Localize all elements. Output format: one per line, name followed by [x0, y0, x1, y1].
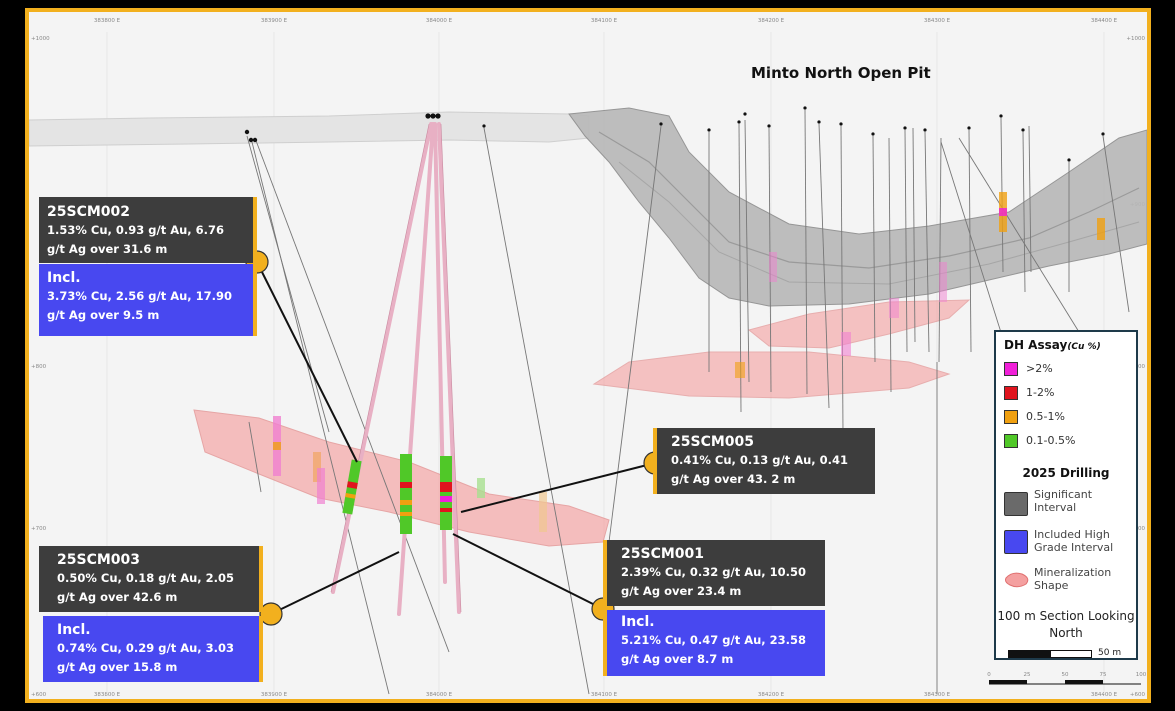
legend-label: 0.5-1%	[1026, 410, 1065, 423]
callout-hole-id: 25SCM001	[621, 546, 704, 562]
legend-mineralization-label: Mineralization Shape	[1034, 566, 1112, 592]
elevation-label: +1000	[1126, 36, 1145, 42]
drill-collars	[244, 106, 1105, 162]
easting-label: 384400 E	[1091, 18, 1118, 24]
easting-label: 383800 E	[94, 692, 121, 698]
easting-labels-bottom: 383800 E 383900 E 384000 E 384100 E 384200 E…	[94, 692, 1118, 698]
legend-scale-label: 50 m	[1098, 648, 1122, 658]
easting-label: 384400 E	[1091, 692, 1118, 698]
callout-incl-label: Incl.	[621, 614, 655, 630]
background-drill-holes	[246, 109, 1130, 695]
callout-25scm003-incl: Incl. 0.74% Cu, 0.29 g/t Au, 3.03 g/t Ag…	[43, 616, 263, 682]
easting-label: 383900 E	[261, 692, 288, 698]
legend-label: 0.1-0.5%	[1026, 434, 1076, 447]
legend-drilling-title: 2025 Drilling	[1022, 466, 1110, 480]
callout-incl-label: Incl.	[47, 270, 81, 286]
legend-label: 1-2%	[1026, 386, 1055, 399]
legend-high-grade-swatch	[1004, 530, 1028, 554]
elevation-labels-left: +1000 +800 +700 +600	[31, 36, 50, 698]
elevation-label: +700	[31, 526, 47, 532]
scale-tick-label: 75	[1100, 672, 1107, 678]
easting-label: 383900 E	[261, 18, 288, 24]
callout-25scm002: 25SCM002 1.53% Cu, 0.93 g/t Au, 6.76 g/t…	[39, 197, 257, 263]
legend: DH Assay(Cu %) >2% 1-2% 0.5-1% 0.1-0.5% …	[994, 330, 1138, 660]
bottom-scale-bar: 0 25 50 75 100	[987, 672, 1147, 685]
callout-25scm001: 25SCM001 2.39% Cu, 0.32 g/t Au, 10.50 g/…	[603, 540, 825, 606]
callout-25scm003: 25SCM003 0.50% Cu, 0.18 g/t Au, 2.05 g/t…	[39, 546, 263, 612]
legend-swatch	[1004, 434, 1018, 448]
open-pit-shell	[568, 107, 1147, 307]
callout-incl-label: Incl.	[57, 622, 91, 638]
legend-label: >2%	[1026, 362, 1053, 375]
elevation-label: +800	[31, 364, 47, 370]
callout-incl-result: 3.73% Cu, 2.56 g/t Au, 17.90 g/t Ag over…	[47, 289, 233, 322]
pit-bench-texture	[598, 131, 1140, 269]
easting-label: 384000 E	[426, 692, 453, 698]
callout-incl-result: 5.21% Cu, 0.47 g/t Au, 23.58 g/t Ag over…	[621, 633, 807, 666]
topographic-surface	[29, 111, 590, 147]
legend-swatch	[1004, 386, 1018, 400]
legend-significant-swatch	[1004, 492, 1028, 516]
mineralization-shape-mid	[592, 351, 951, 399]
callout-result: 0.41% Cu, 0.13 g/t Au, 0.41 g/t Ag over …	[671, 453, 849, 486]
easting-label: 384000 E	[426, 18, 453, 24]
callout-25scm005: 25SCM005 0.41% Cu, 0.13 g/t Au, 0.41 g/t…	[653, 428, 875, 494]
scale-tick-label: 100	[1136, 672, 1147, 678]
mineralization-shape-upper	[747, 299, 971, 349]
easting-label: 384300 E	[924, 18, 951, 24]
elevation-label: +1000	[31, 36, 50, 42]
elevation-label: +600	[1130, 692, 1146, 698]
callout-hole-id: 25SCM003	[57, 552, 140, 568]
assay-intervals	[273, 192, 1105, 534]
easting-label: 384200 E	[758, 692, 785, 698]
callout-result: 0.50% Cu, 0.18 g/t Au, 2.05 g/t Ag over …	[57, 571, 235, 604]
legend-swatch	[1004, 362, 1018, 376]
callout-hole-id: 25SCM005	[671, 434, 754, 450]
pit-bench-texture-2	[618, 161, 1140, 285]
callout-result: 1.53% Cu, 0.93 g/t Au, 6.76 g/t Ag over …	[47, 223, 225, 256]
callout-25scm002-incl: Incl. 3.73% Cu, 2.56 g/t Au, 17.90 g/t A…	[39, 264, 257, 336]
section-title: Minto North Open Pit	[751, 64, 931, 82]
section-frame: 383800 E 383900 E 384000 E 384100 E 384200 E…	[25, 8, 1151, 703]
callout-hole-id: 25SCM002	[47, 204, 130, 220]
drill-holes-2025-outline	[330, 123, 462, 613]
scale-tick-label: 50	[1062, 672, 1069, 678]
easting-label: 384300 E	[924, 692, 951, 698]
easting-label: 384100 E	[591, 692, 618, 698]
easting-label: 384200 E	[758, 18, 785, 24]
callout-leaders	[256, 261, 656, 615]
callout-25scm001-incl: Incl. 5.21% Cu, 0.47 g/t Au, 23.58 g/t A…	[603, 610, 825, 676]
legend-scale-bar	[1008, 650, 1092, 658]
elevation-label: +600	[31, 692, 47, 698]
legend-title-text: DH Assay	[1004, 338, 1068, 352]
legend-title: DH Assay(Cu %)	[1004, 338, 1101, 352]
legend-swatch	[1004, 410, 1018, 424]
legend-mineralization-swatch	[1005, 572, 1029, 588]
legend-section-note: 100 m Section Looking North	[997, 609, 1135, 640]
scale-tick-label: 0	[987, 672, 991, 678]
easting-labels-top: 383800 E 383900 E 384000 E 384100 E 384200 E…	[94, 18, 1118, 24]
legend-title-unit: (Cu %)	[1067, 342, 1101, 352]
legend-high-grade-label: Included High Grade Interval	[1034, 528, 1114, 554]
scale-tick-label: 25	[1024, 672, 1031, 678]
callout-incl-result: 0.74% Cu, 0.29 g/t Au, 3.03 g/t Ag over …	[57, 641, 235, 674]
callout-result: 2.39% Cu, 0.32 g/t Au, 10.50 g/t Ag over…	[621, 565, 807, 598]
legend-significant-label: Significant Interval	[1034, 488, 1093, 514]
easting-label: 384100 E	[591, 18, 618, 24]
drill-holes-2025	[331, 122, 461, 616]
easting-label: 383800 E	[94, 18, 121, 24]
